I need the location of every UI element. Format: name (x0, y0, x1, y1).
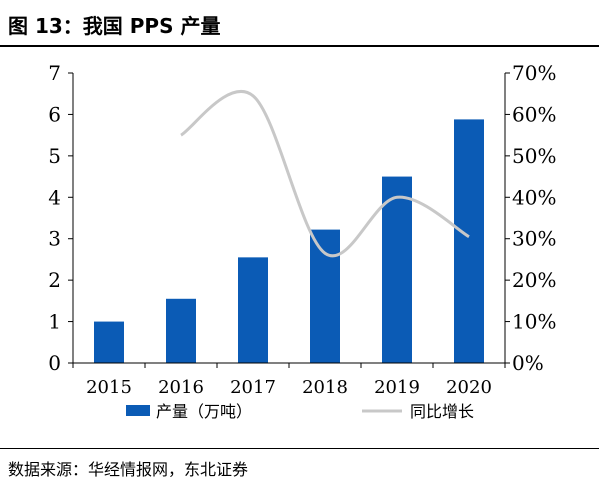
bar-2015 (94, 321, 124, 363)
title-rule (0, 45, 599, 47)
y-left-tick-label: 3 (48, 227, 61, 251)
x-tick-label-2020: 2020 (446, 377, 492, 398)
legend-label-production: 产量（万吨） (156, 402, 252, 421)
y-right-tick-label: 60% (512, 102, 556, 126)
y-right-tick-label: 10% (512, 310, 556, 334)
legend-label-growth: 同比增长 (410, 402, 474, 421)
y-left-tick-label: 4 (48, 185, 61, 209)
y-right-tick-label: 70% (512, 61, 556, 85)
y-left-tick-label: 7 (48, 61, 61, 85)
x-tick-label-2017: 2017 (230, 377, 276, 398)
y-right-tick-label: 20% (512, 268, 556, 292)
y-left-tick-label: 1 (48, 310, 61, 334)
bar-series (94, 119, 484, 364)
y-right-tick-label: 40% (512, 185, 556, 209)
growth-line-series (180, 90, 470, 258)
y-left-tick-label: 6 (48, 102, 61, 126)
y-left-tick-label: 2 (48, 268, 61, 292)
bar-2018 (310, 229, 340, 363)
y-left-tick-label: 0 (48, 351, 61, 375)
source-note: 数据来源：华经情报网，东北证券 (8, 460, 249, 479)
y-right-tick-label: 30% (512, 227, 556, 251)
x-tick-label-2015: 2015 (86, 377, 132, 398)
bar-2016 (166, 298, 196, 363)
source-rule (0, 448, 599, 449)
bar-2019 (382, 176, 412, 363)
y-right-tick-label: 50% (512, 144, 556, 168)
x-tick-label-2016: 2016 (158, 377, 204, 398)
y-left-tick-label: 5 (48, 144, 61, 168)
legend-swatch-production (126, 405, 150, 416)
growth-line (180, 90, 470, 258)
y-right-tick-label: 0% (512, 351, 544, 375)
x-tick-label-2018: 2018 (302, 377, 348, 398)
figure-title: 图 13：我国 PPS 产量 (8, 14, 221, 38)
bar-2020 (454, 119, 484, 364)
x-tick-label-2019: 2019 (374, 377, 420, 398)
bar-2017 (238, 257, 268, 363)
chart-legend: 产量（万吨） 同比增长 (126, 402, 474, 421)
